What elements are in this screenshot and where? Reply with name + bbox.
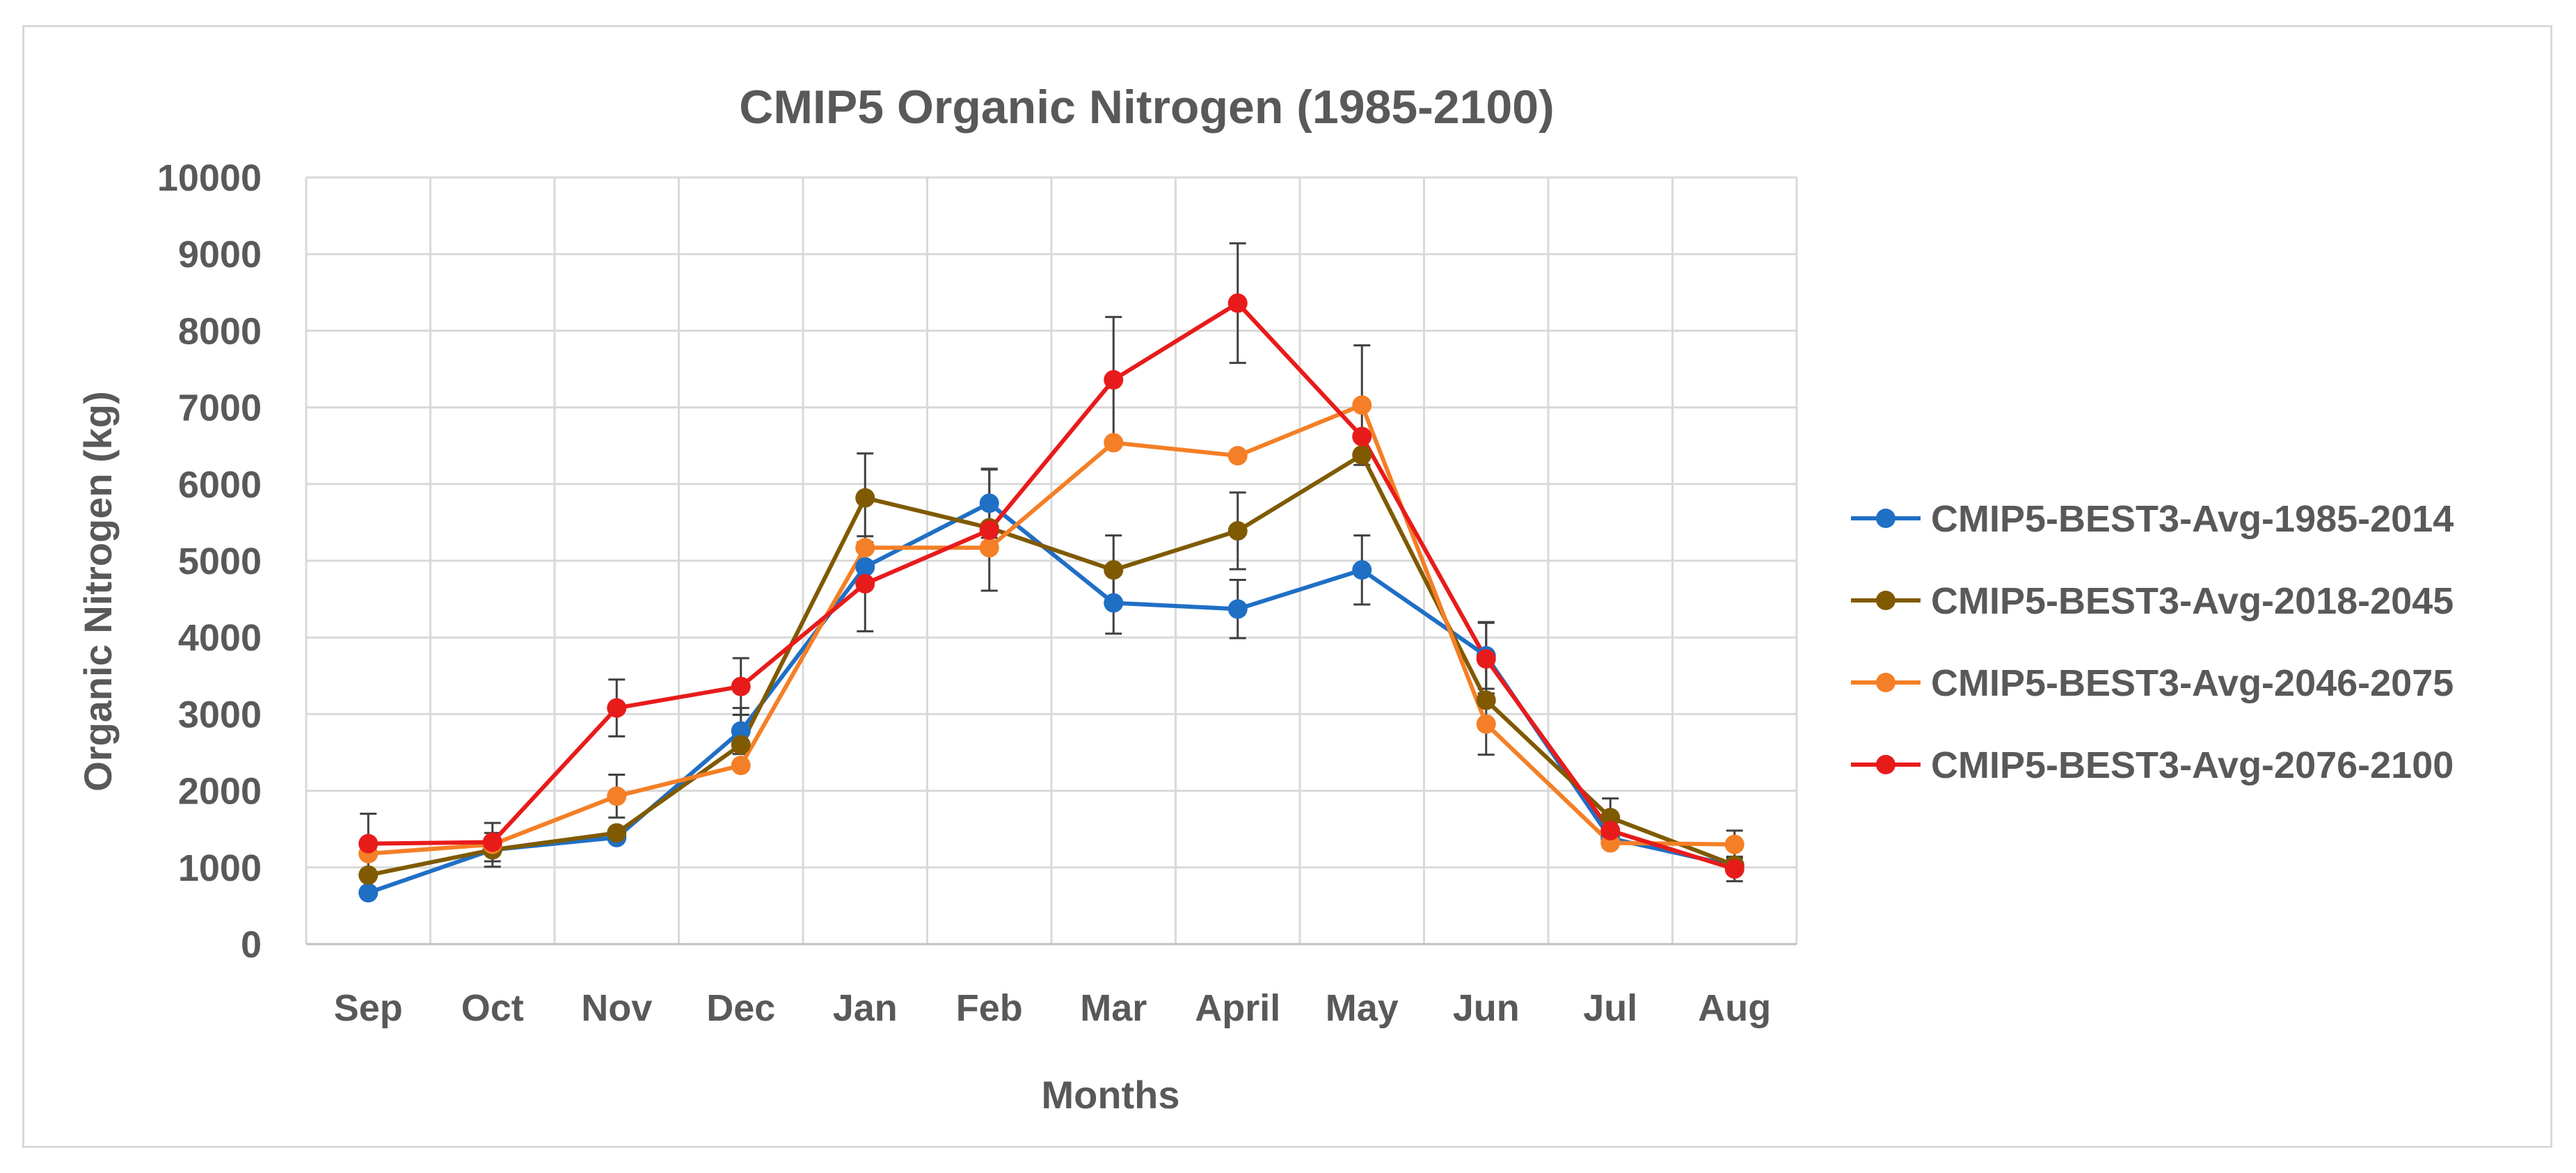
y-tick-label: 8000: [178, 310, 262, 352]
data-point: [1600, 820, 1621, 840]
data-point: [1104, 433, 1124, 453]
data-point: [731, 676, 751, 696]
data-point: [731, 735, 751, 755]
y-tick-label: 7000: [178, 388, 262, 429]
data-point: [855, 488, 875, 508]
x-tick-label: May: [1326, 987, 1399, 1029]
data-point: [855, 557, 875, 577]
data-point: [607, 786, 627, 806]
y-tick-label: 3000: [178, 694, 262, 735]
data-point: [855, 574, 875, 594]
series-line-2: [367, 452, 1735, 877]
chart-title: CMIP5 Organic Nitrogen (1985-2100): [739, 81, 1554, 134]
data-point: [1104, 593, 1124, 613]
x-axis-ticks: Sep Oct Nov Dec Jan Feb Mar April May Jun Jul Aug: [334, 987, 1772, 1029]
x-tick-label: Aug: [1698, 987, 1771, 1029]
legend-swatch-marker: [1876, 673, 1895, 692]
legend-swatch-marker: [1876, 755, 1895, 774]
data-point: [979, 493, 999, 513]
y-tick-label: 10000: [157, 157, 262, 199]
x-tick-label: Jul: [1583, 987, 1637, 1029]
data-point: [1724, 859, 1744, 879]
chart-frame: [22, 25, 2552, 1148]
data-point: [1352, 426, 1372, 447]
y-tick-label: 1000: [178, 847, 262, 889]
x-tick-label: Feb: [956, 987, 1023, 1029]
y-tick-label: 5000: [178, 541, 262, 582]
legend-label: CMIP5-BEST3-Avg-2018-2045: [1931, 580, 2454, 622]
x-axis-title: Months: [1041, 1073, 1179, 1117]
data-point: [1476, 714, 1496, 734]
data-point: [1352, 560, 1372, 580]
data-point: [607, 698, 627, 718]
series-line-3: [368, 403, 1735, 856]
data-point: [607, 823, 627, 843]
data-point: [1104, 369, 1124, 390]
data-point: [1227, 521, 1248, 541]
y-axis-title: Organic Nitrogen (kg): [76, 391, 120, 792]
x-tick-label: Sep: [334, 987, 403, 1029]
legend-swatch-marker: [1876, 591, 1895, 610]
legend: CMIP5-BEST3-Avg-1985-2014 CMIP5-BEST3-Avg…: [1851, 498, 2454, 786]
data-point: [731, 721, 751, 741]
x-tick-label: Oct: [461, 987, 524, 1029]
data-point: [1476, 690, 1496, 710]
data-point: [1352, 445, 1372, 465]
data-point: [358, 833, 379, 854]
x-tick-label: Dec: [706, 987, 775, 1029]
data-point: [979, 538, 999, 558]
x-tick-label: April: [1195, 987, 1280, 1029]
x-tick-label: Jun: [1453, 987, 1520, 1029]
data-point: [358, 865, 379, 885]
data-point: [1104, 560, 1124, 580]
data-point: [358, 883, 379, 903]
y-axis-ticks: 0 1000 2000 3000 4000 5000 6000 7000 8000 9000 100…: [157, 157, 262, 966]
data-point: [1227, 293, 1248, 313]
data-point: [979, 520, 999, 540]
legend-label: CMIP5-BEST3-Avg-1985-2014: [1931, 498, 2454, 540]
x-tick-label: Nov: [581, 987, 652, 1029]
y-tick-label: 0: [241, 924, 262, 966]
legend-label: CMIP5-BEST3-Avg-2076-2100: [1931, 744, 2454, 786]
series-line-4: [368, 301, 1735, 871]
data-point: [1476, 649, 1496, 669]
series-lines: [367, 301, 1735, 895]
data-point: [855, 538, 875, 558]
series-points: [358, 293, 1744, 903]
legend-label: CMIP5-BEST3-Avg-2046-2075: [1931, 662, 2454, 704]
x-tick-label: Jan: [833, 987, 898, 1029]
y-tick-label: 9000: [178, 234, 262, 276]
data-point: [1227, 446, 1248, 466]
data-point: [1227, 599, 1248, 619]
data-point: [1724, 834, 1744, 854]
gridlines: [305, 176, 1798, 944]
data-point: [482, 832, 502, 852]
y-tick-label: 2000: [178, 771, 262, 813]
data-point: [731, 756, 751, 776]
y-tick-label: 4000: [178, 617, 262, 659]
x-tick-label: Mar: [1080, 987, 1147, 1029]
y-tick-label: 6000: [178, 464, 262, 506]
data-point: [1352, 395, 1372, 415]
legend-swatch-marker: [1876, 509, 1895, 528]
